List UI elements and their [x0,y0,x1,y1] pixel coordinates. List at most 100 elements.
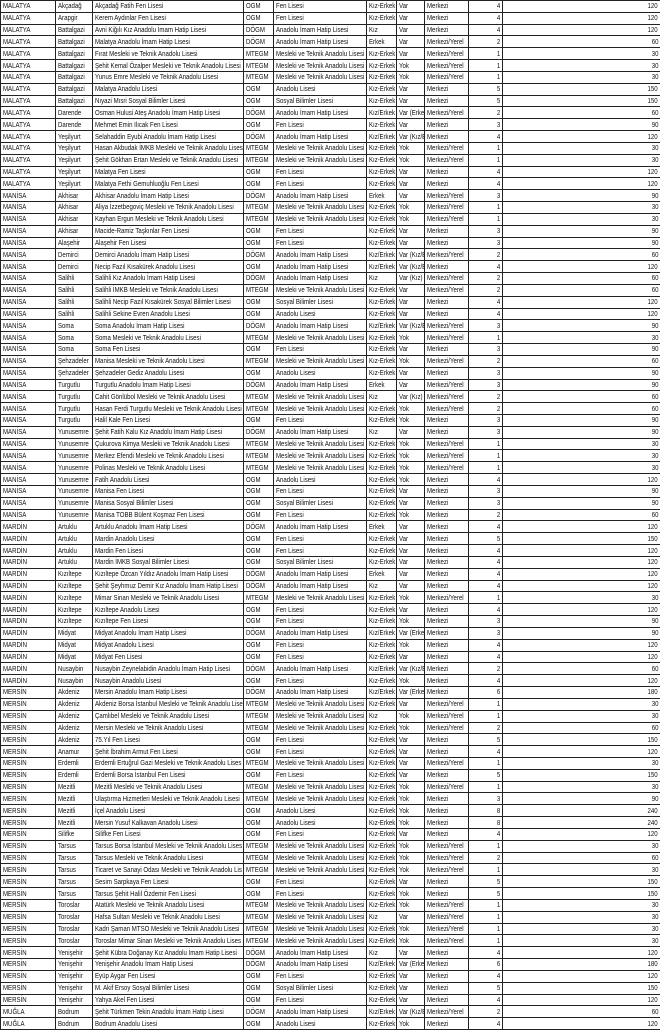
cell-text: Kız-Erkek [369,782,395,792]
cell-text: Fen Lisesi [276,676,304,686]
school-type-cell: Mesleki ve Teknik Anadolu Lisesi [274,864,367,876]
province-cell: MANİSA [1,462,56,474]
cell-text: DÖGM [246,273,265,283]
cell-text: Demirci Anadolu İmam Hatip Lisesi [95,250,189,260]
directorate-cell: MTEGM [244,284,274,296]
cell-text: Merkezi [427,747,448,757]
admission-type-cell: Merkezi/Yerel [425,899,469,911]
cell-text: 150 [648,84,658,94]
admission-type-cell: Merkezi [425,95,469,107]
cell-text: MARDİN [3,676,27,686]
directorate-cell: OGM [244,225,274,237]
cell-text: Merkezi/Yerel [427,853,464,863]
cell-text: Anadolu İmam Hatip Lisesi [276,959,348,969]
cell-text: Anadolu İmam Hatip Lisesi [276,1007,348,1017]
cell-text: MTEGM [246,900,269,910]
directorate-cell: OGM [244,1018,274,1030]
cell-text: Arapgir [58,13,78,23]
gender-cell: Kız-Erkek [367,817,397,829]
admission-type-cell: Merkezi/Yerel [425,403,469,415]
cell-text: Salihli Necip Fazıl Kısakürek Sosyal Bil… [95,297,231,307]
cell-text: Var (Erkek [399,959,425,969]
cell-text: Kız/Erkek [369,321,395,331]
cell-text: 90 [651,226,658,236]
gender-cell: Kız/Erkek [367,627,397,639]
cell-text: Merkezi/Yerel [427,841,464,851]
cell-text: Akhisar [58,214,78,224]
cell-text: Kız-Erkek [369,794,395,804]
class-count-cell: 4 [469,675,503,687]
cell-text: Merkezi/Yerel [427,782,464,792]
district-cell: Akdeniz [56,710,93,722]
cell-text: DÖGM [246,108,265,118]
dormitory-cell: Yok [397,403,425,415]
province-cell: MERSİN [1,959,56,971]
school-name-cell: Polinas Mesleki ve Teknik Anadolu Lisesi [93,462,244,474]
province-cell: MERSİN [1,698,56,710]
school-type-cell: Anadolu İmam Hatip Lisesi [274,627,367,639]
cell-text: MARDİN [3,557,27,567]
district-cell: Midyat [56,651,93,663]
cell-text: MERSİN [3,983,27,993]
district-cell: Yunusemre [56,426,93,438]
cell-text: Battalgazi [58,37,85,47]
cell-text: 1 [497,699,500,709]
cell-text: Sesim Sarpkaya Fen Lisesi [95,877,169,887]
district-cell: Yunusemre [56,474,93,486]
dormitory-cell: Yok [397,616,425,628]
cell-text: 30 [651,333,658,343]
cell-text: Akdeniz [58,711,80,721]
cell-text: Erdemli Ertuğrul Gazi Mesleki ve Teknik … [95,758,241,768]
cell-text: Fen Lisesi [276,510,304,520]
dormitory-cell: Yok [397,60,425,72]
cell-text: Yunusemre [58,510,89,520]
dormitory-cell: Yok [397,805,425,817]
dormitory-cell: Yok [397,462,425,474]
cell-text: DÖGM [246,427,265,437]
cell-text: Kız [369,711,378,721]
cell-text: 30 [651,900,658,910]
school-type-cell: Anadolu İmam Hatip Lisesi [274,190,367,202]
cell-text: Mesleki ve Teknik Anadolu Lisesi [276,404,364,414]
gender-cell: Kız-Erkek [367,935,397,947]
directorate-cell: OGM [244,12,274,24]
province-cell: MANİSA [1,308,56,320]
school-type-cell: Mesleki ve Teknik Anadolu Lisesi [274,450,367,462]
school-name-cell: Nıyazi Mısri Sosyal Bilimler Lisesi [93,95,244,107]
district-cell: Salihli [56,296,93,308]
cell-text: OGM [246,84,261,94]
cell-text: Kız-Erkek [369,167,395,177]
cell-text: MANİSA [3,214,26,224]
cell-text: MANİSA [3,439,26,449]
school-name-cell: Tarsus Borsa İstanbul Mesleki ve Teknik … [93,840,244,852]
cell-text: 4 [497,1019,500,1029]
cell-text: Kız-Erkek [369,546,395,556]
school-type-cell: Fen Lisesi [274,616,367,628]
school-type-cell: Fen Lisesi [274,119,367,131]
class-count-cell: 4 [469,178,503,190]
cell-text: Merkezi/Yerel [427,155,464,165]
province-cell: MANİSA [1,261,56,273]
school-type-cell: Mesleki ve Teknik Anadolu Lisesi [274,142,367,154]
quota-cell: 60 [503,403,660,415]
province-cell: MERSİN [1,970,56,982]
cell-text: MERSİN [3,818,27,828]
province-cell: MALATYA [1,154,56,166]
cell-text: Anadolu İmam Hatip Lisesi [276,25,348,35]
cell-text: Var [399,699,408,709]
quota-cell: 30 [503,698,660,710]
cell-text: Tarsus [58,841,76,851]
cell-text: 1 [497,143,500,153]
dormitory-cell: Var [397,379,425,391]
dormitory-cell: Yok [397,710,425,722]
cell-text: Alaşehir [58,238,80,248]
cell-text: 3 [497,120,500,130]
school-name-cell: Necip Fazıl Kısakürek Anadolu Lisesi [93,261,244,273]
cell-text: DÖGM [246,687,265,697]
